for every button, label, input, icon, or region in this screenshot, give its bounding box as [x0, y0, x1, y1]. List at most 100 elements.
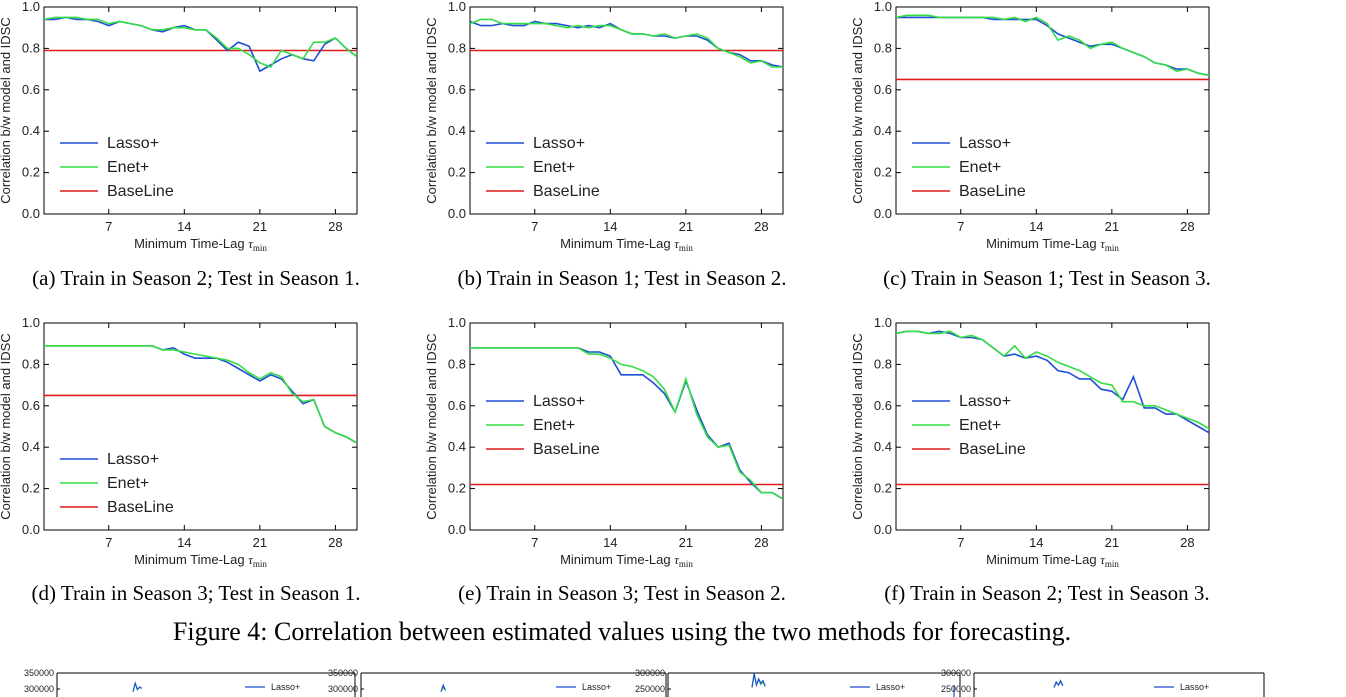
y-tick-label: 1.0: [874, 315, 892, 330]
chart-panel-5: 0.0 0.2 0.4 0.6 0.8 1.0 7 14 21 28 Minimum Time-La…: [424, 315, 786, 605]
y-axis-label: Correlation b/w model and IDSC: [0, 17, 13, 203]
legend-label: BaseLine: [107, 499, 174, 516]
mini-series-line: [132, 681, 143, 692]
plot-frame: [43, 6, 358, 215]
mini-chart-panel-3: 300000 250000 Lasso+: [635, 668, 961, 697]
y-tick-label: 0.0: [22, 522, 40, 537]
x-tick-label: 28: [754, 219, 768, 234]
y-axis-label: Correlation b/w model and IDSC: [0, 333, 13, 519]
y-tick-label: 1.0: [448, 0, 466, 14]
plot-frame: [895, 322, 1210, 531]
y-tick-label: 0.8: [874, 356, 892, 371]
chart-panel-2: 0.0 0.2 0.4 0.6 0.8 1.0 7 14 21 28 Minimum Time-La…: [424, 0, 786, 290]
x-axis-label: Minimum Time-Lag τmin: [986, 236, 1119, 253]
tau-subscript: min: [253, 243, 268, 253]
x-axis-label: Minimum Time-Lag τmin: [134, 236, 267, 253]
mini-series-line: [751, 672, 766, 688]
mini-y-tick-label: 300000: [328, 684, 358, 694]
y-tick-label: 0.6: [22, 82, 40, 97]
mini-series-line: [440, 683, 446, 692]
y-tick-label: 0.2: [874, 481, 892, 496]
plot-frame: [43, 322, 358, 531]
series-line-lasso-plus: [470, 346, 783, 500]
tau-symbol: τ: [248, 236, 254, 251]
series-line-lasso-plus: [896, 16, 1209, 77]
series-line-lasso-plus: [44, 16, 357, 73]
series-line-lasso-plus: [470, 20, 783, 68]
legend-label: Lasso+: [959, 135, 1011, 152]
legend-label: Enet+: [107, 159, 149, 176]
x-tick-label: 28: [754, 535, 768, 550]
y-tick-label: 0.4: [874, 439, 892, 454]
legend-label: Enet+: [959, 417, 1001, 434]
series-line-enet-plus: [44, 16, 357, 68]
series-line-enet-plus: [44, 344, 357, 444]
mini-y-tick-label: 300000: [941, 668, 971, 678]
mini-chart-panel-1: 350000 300000 Lasso+: [24, 668, 356, 697]
y-tick-label: 0.2: [22, 481, 40, 496]
y-tick-label: 1.0: [22, 0, 40, 14]
panels-group: 0.0 0.2 0.4 0.6 0.8 1.0 7 14 21 28 Minimum Time-La…: [0, 0, 1211, 605]
y-tick-label: 0.8: [448, 356, 466, 371]
x-tick-label: 7: [105, 535, 112, 550]
mini-y-tick-label: 250000: [635, 684, 665, 694]
tau-symbol: τ: [1100, 236, 1106, 251]
x-axis-label: Minimum Time-Lag τmin: [560, 552, 693, 569]
legend-label: BaseLine: [959, 183, 1026, 200]
series-line-enet-plus: [896, 330, 1209, 430]
x-axis-label: Minimum Time-Lag τmin: [986, 552, 1119, 569]
panel-caption: (f) Train in Season 2; Test in Season 3.: [884, 581, 1209, 605]
x-tick-label: 28: [1180, 219, 1194, 234]
x-axis-label: Minimum Time-Lag τmin: [134, 552, 267, 569]
legend-label: Lasso+: [107, 135, 159, 152]
plot-frame: [895, 6, 1210, 215]
mini-y-tick-label: 350000: [24, 668, 54, 678]
x-tick-label: 14: [1029, 219, 1043, 234]
chart-panel-1: 0.0 0.2 0.4 0.6 0.8 1.0 7 14 21 28 Minimum Time-La…: [0, 0, 360, 290]
tau-subscript: min: [1105, 243, 1120, 253]
x-tick-label: 7: [105, 219, 112, 234]
panel-caption: (b) Train in Season 1; Test in Season 2.: [458, 266, 787, 290]
panel-caption: (c) Train in Season 1; Test in Season 3.: [883, 266, 1211, 290]
plot-frame: [469, 322, 784, 531]
y-tick-label: 0.0: [874, 522, 892, 537]
x-tick-label: 7: [957, 219, 964, 234]
mini-legend-label: Lasso+: [876, 682, 905, 692]
series-line-enet-plus: [896, 14, 1209, 77]
x-tick-label: 14: [177, 535, 191, 550]
x-tick-label: 21: [679, 219, 693, 234]
legend-label: Lasso+: [533, 393, 585, 410]
y-tick-label: 0.8: [22, 356, 40, 371]
y-axis-label: Correlation b/w model and IDSC: [424, 17, 439, 203]
x-tick-label: 14: [603, 535, 617, 550]
y-axis-label: Correlation b/w model and IDSC: [850, 17, 865, 203]
y-tick-label: 0.0: [448, 206, 466, 221]
tau-subscript: min: [1105, 559, 1120, 569]
y-tick-label: 0.4: [874, 123, 892, 138]
x-tick-label: 28: [328, 219, 342, 234]
legend-label: Lasso+: [533, 135, 585, 152]
mini-series-line: [1053, 679, 1064, 688]
tau-symbol: τ: [674, 552, 680, 567]
y-tick-label: 0.6: [22, 398, 40, 413]
tau-subscript: min: [679, 559, 694, 569]
tau-symbol: τ: [674, 236, 680, 251]
chart-panel-6: 0.0 0.2 0.4 0.6 0.8 1.0 7 14 21 28 Minimum Time-La…: [850, 315, 1210, 605]
y-tick-label: 0.0: [874, 206, 892, 221]
y-tick-label: 0.8: [874, 40, 892, 55]
chart-panel-3: 0.0 0.2 0.4 0.6 0.8 1.0 7 14 21 28 Minimum Time-La…: [850, 0, 1211, 290]
x-tick-label: 28: [328, 535, 342, 550]
mini-legend-label: Lasso+: [271, 682, 300, 692]
mini-chart-panel-2: 350000 300000 Lasso+: [328, 668, 667, 697]
y-tick-label: 0.6: [448, 398, 466, 413]
y-tick-label: 0.6: [874, 398, 892, 413]
series-line-enet-plus: [470, 346, 783, 500]
y-axis-label: Correlation b/w model and IDSC: [424, 333, 439, 519]
x-axis-label: Minimum Time-Lag τmin: [560, 236, 693, 253]
y-tick-label: 0.2: [874, 165, 892, 180]
y-tick-label: 1.0: [874, 0, 892, 14]
y-tick-label: 1.0: [22, 315, 40, 330]
x-tick-label: 21: [679, 535, 693, 550]
